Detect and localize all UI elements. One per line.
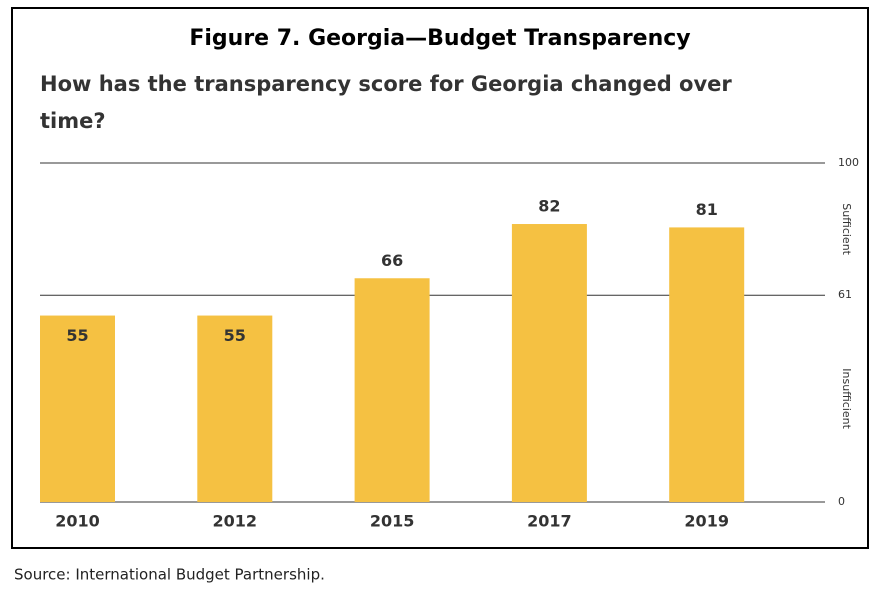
y-tick-label: 0 [838,495,845,508]
x-tick-label: 2015 [370,512,415,531]
zone-label: Sufficient [840,203,853,255]
y-tick-label: 100 [838,156,859,169]
x-tick-label: 2017 [527,512,572,531]
source: Source: International Budget Partnership… [14,566,325,584]
x-tick-label: 2010 [55,512,100,531]
bar [197,315,273,502]
x-tick-label: 2012 [213,512,258,531]
subtitle-line: How has the transparency score for Georg… [40,72,732,96]
bar [354,278,430,502]
bar [40,315,115,502]
bar [511,224,587,502]
value-label: 82 [538,197,560,216]
frame [11,7,869,549]
value-label: 66 [381,251,403,270]
subtitle-line: time? [40,109,106,133]
value-label: 81 [696,200,718,219]
value-label: 55 [66,326,88,345]
y-tick-label: 61 [838,288,852,301]
zone-label: Insufficient [840,368,853,429]
bar [669,227,745,502]
chart-title: Figure 7. Georgia—Budget Transparency [189,26,690,51]
x-tick-label: 2019 [684,512,729,531]
value-label: 55 [224,326,246,345]
